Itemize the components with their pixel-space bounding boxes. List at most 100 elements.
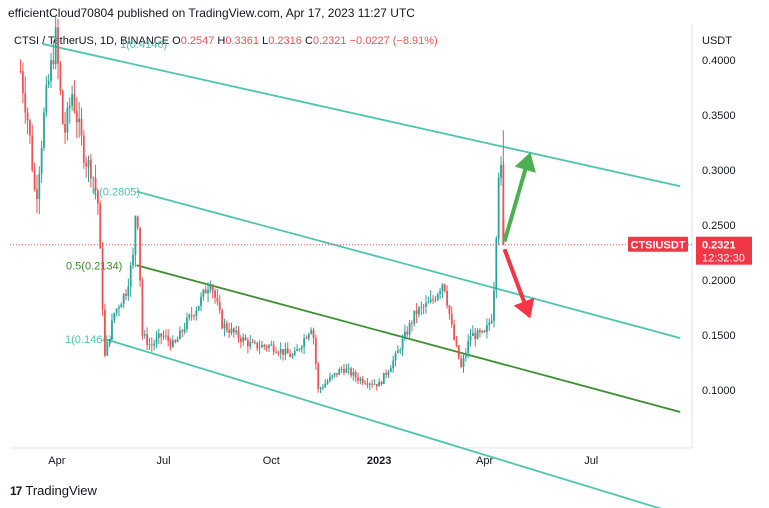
candle-body (413, 310, 416, 324)
candle-body (73, 94, 76, 112)
candle-body (277, 352, 280, 354)
candle-body (160, 333, 163, 337)
candle-body (125, 293, 127, 296)
candle-body (481, 330, 484, 333)
candle-body (338, 369, 341, 375)
tradingview-logo-icon: 17 (10, 483, 22, 498)
candle-body (279, 349, 282, 354)
candle-body (216, 297, 219, 302)
candle-body (460, 358, 463, 367)
candle-body (436, 294, 439, 300)
candle-body (331, 375, 334, 377)
candle-body (282, 349, 284, 355)
candle-body (183, 328, 186, 332)
candle-body (408, 322, 411, 335)
candle-body (380, 381, 383, 385)
candle-body (237, 330, 240, 339)
candle-body (85, 162, 88, 167)
candle-body (171, 340, 174, 347)
close-value: 0.2321 (312, 35, 347, 47)
candle-body (483, 330, 486, 333)
candle-body (340, 369, 343, 370)
candle-body (80, 118, 83, 136)
candle-body (275, 351, 277, 353)
tradingview-brand[interactable]: TradingView (25, 483, 97, 498)
symbol-name[interactable]: CTSI / TetherUS, 1D, BINANCE (14, 35, 170, 47)
candle-body (50, 60, 52, 81)
candle-body (157, 333, 160, 338)
candle-body (113, 313, 116, 321)
change-value: −0.0227 (−8.91%) (349, 35, 438, 47)
candle-body (111, 320, 113, 340)
symbol-tag (628, 236, 688, 252)
high-label: H (217, 35, 226, 47)
axis-currency-label: USDT (702, 35, 732, 47)
candle-body (148, 344, 151, 346)
candle-body (21, 71, 24, 94)
candle-body (371, 383, 373, 385)
candle-body (150, 344, 153, 346)
candle-body (439, 290, 441, 295)
x-tick-label: 2023 (367, 455, 391, 467)
candle-body (78, 118, 81, 123)
candle-body (441, 284, 444, 291)
candle-body (343, 369, 345, 373)
candle-body (106, 342, 109, 356)
candle-body (59, 63, 62, 91)
candle-body (352, 372, 355, 376)
bar-countdown: 12:32:30 (702, 253, 745, 265)
candle-body (57, 27, 59, 64)
candle-body (61, 90, 64, 124)
candle-body (54, 27, 57, 64)
candle-body (317, 363, 320, 389)
candle-body (202, 289, 205, 297)
candle-body (457, 345, 460, 359)
candle-body (422, 306, 425, 308)
candle-body (239, 338, 242, 342)
candle-body (230, 328, 233, 333)
y-tick-label: 0.2500 (702, 220, 736, 232)
low-value: 0.2316 (268, 35, 302, 47)
candle-body (326, 381, 329, 384)
candle-body (195, 310, 198, 316)
candle-body (256, 342, 259, 349)
candle-body (336, 373, 338, 375)
candle-body (488, 322, 491, 326)
candle-body (204, 289, 207, 294)
candle-body (305, 338, 308, 339)
candle-body (455, 339, 458, 346)
candle-body (120, 304, 123, 308)
candle-body (392, 360, 395, 369)
candle-body (179, 330, 181, 340)
candle-body (448, 305, 451, 315)
candle-body (89, 159, 92, 178)
candle-body (289, 353, 291, 357)
candle-body (293, 351, 296, 356)
candle-body (193, 315, 195, 317)
candle-body (108, 339, 111, 343)
candle-body (64, 123, 66, 133)
candle-body (291, 355, 294, 357)
candle-body (411, 322, 413, 324)
candle-body (307, 333, 310, 339)
candle-body (434, 299, 437, 301)
candle-body (272, 344, 275, 352)
candle-body (99, 203, 102, 249)
candle-body (359, 378, 362, 381)
candle-body (225, 323, 228, 330)
open-label: O (172, 35, 181, 47)
candle-body (246, 340, 249, 347)
candle-body (333, 373, 336, 376)
candle-body (232, 328, 235, 333)
candle-body (265, 346, 268, 348)
candle-body (396, 350, 399, 354)
y-tick-label: 0.2000 (702, 275, 736, 287)
candle-body (415, 310, 418, 315)
candle-body (164, 335, 167, 337)
candle-body (136, 216, 139, 228)
candle-body (118, 307, 120, 309)
candle-body (401, 339, 404, 351)
symbol-info-bar: CTSI / TetherUS, 1D, BINANCE O0.2547 H0.… (14, 35, 438, 47)
y-tick-label: 0.4000 (702, 55, 736, 67)
